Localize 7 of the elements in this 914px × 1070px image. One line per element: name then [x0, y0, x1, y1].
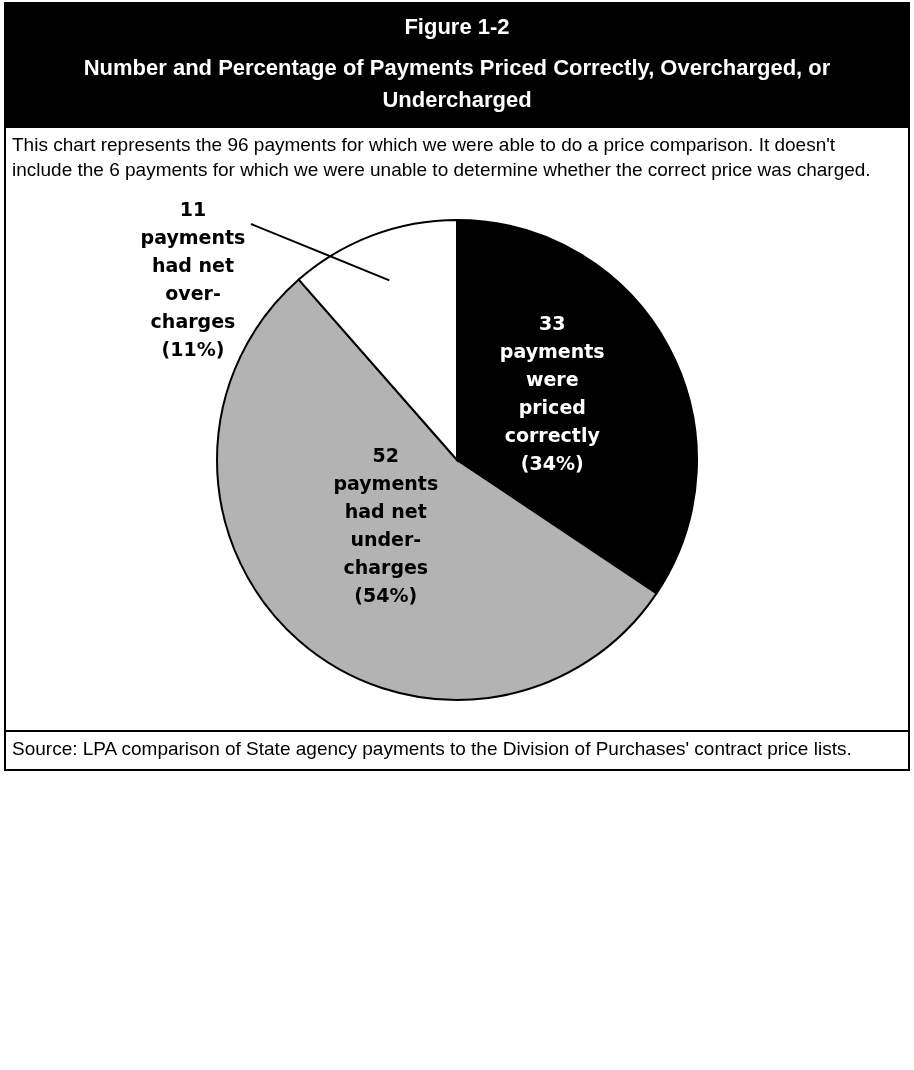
- source-note: Source: LPA comparison of State agency payments to the Division of Purchases' contract price lists.: [6, 730, 908, 769]
- text: This chart represents the 96 payments for which we were able to do a price comparison. It doesn't include the 6 payments for which we were unable to determine whether the correct price was charged.: [11, 133, 872, 182]
- slice-label: 33 payments were priced correctly (34%): [499, 312, 605, 475]
- slice-label: 52 payments had net under- charges (54%): [333, 444, 439, 607]
- slice-label: 11 payments had net over- charges (11%): [140, 198, 246, 360]
- chart-subtitle: Number and Percentage of Payments Priced Correctly, Overcharged, or Undercharged: [82, 54, 832, 114]
- chart-title: Figure 1-2: [403, 14, 511, 40]
